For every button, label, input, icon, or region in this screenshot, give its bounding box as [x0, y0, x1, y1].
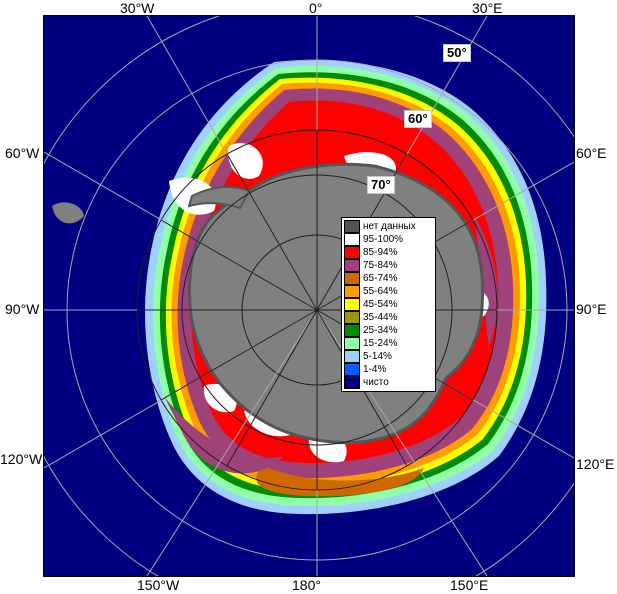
lon-label-0: 0° — [309, 0, 323, 16]
legend-item: 35-44% — [344, 311, 433, 324]
lat-label-60: 60° — [404, 110, 432, 128]
ice-purple-patch-west — [164, 396, 284, 474]
legend-label: 1-4% — [363, 364, 387, 375]
legend-swatch — [344, 350, 360, 363]
legend-swatch — [344, 220, 360, 233]
legend-swatch — [344, 298, 360, 311]
legend-label: 25-34% — [363, 325, 398, 336]
legend-item: нет данных — [344, 220, 433, 233]
legend-item: чисто — [344, 376, 433, 389]
legend-item: 85-94% — [344, 246, 433, 259]
south-america-tip — [52, 202, 84, 224]
legend-item: 45-54% — [344, 298, 433, 311]
lon-label-60e: 60°E — [576, 145, 607, 161]
legend-label: чисто — [363, 377, 389, 388]
legend-swatch — [344, 324, 360, 337]
lon-label-90e: 90°E — [576, 301, 607, 317]
legend-item: 15-24% — [344, 337, 433, 350]
ice-white-patch-2 — [228, 143, 263, 179]
legend-item: 1-4% — [344, 363, 433, 376]
lon-label-120e: 120°E — [576, 456, 615, 472]
lon-label-120w: 120°W — [0, 451, 43, 467]
legend-swatch — [344, 337, 360, 350]
legend-item: 25-34% — [344, 324, 433, 337]
legend-label: 45-54% — [363, 299, 398, 310]
legend-label: 5-14% — [363, 351, 392, 362]
legend-item: 55-64% — [344, 285, 433, 298]
legend-label: нет данных — [363, 221, 416, 232]
legend-label: 35-44% — [363, 312, 398, 323]
legend-item: 75-84% — [344, 259, 433, 272]
legend-item: 65-74% — [344, 272, 433, 285]
legend-swatch — [344, 311, 360, 324]
legend-swatch — [344, 285, 360, 298]
legend-label: 65-74% — [363, 273, 398, 284]
map-canvas — [44, 16, 574, 576]
sea-ice-map — [43, 15, 575, 577]
lon-label-90w: 90°W — [5, 301, 40, 317]
ice-purple-patch-east — [474, 216, 498, 346]
antarctic-peninsula — [187, 185, 251, 210]
legend-item: 5-14% — [344, 350, 433, 363]
lon-label-180: 180° — [292, 577, 321, 593]
legend-swatch — [344, 259, 360, 272]
legend-swatch — [344, 246, 360, 259]
legend-swatch — [344, 233, 360, 246]
legend-swatch — [344, 272, 360, 285]
legend-label: 15-24% — [363, 338, 398, 349]
legend-label: 55-64% — [363, 286, 398, 297]
lon-label-30e: 30°E — [472, 0, 503, 16]
legend-label: 95-100% — [363, 234, 404, 245]
legend-swatch — [344, 376, 360, 389]
lon-label-150w: 150°W — [137, 577, 180, 593]
legend-label: 75-84% — [363, 260, 398, 271]
lon-label-30w: 30°W — [120, 0, 155, 16]
lat-label-70: 70° — [367, 176, 395, 194]
legend-item: 95-100% — [344, 233, 433, 246]
lon-label-60w: 60°W — [5, 145, 40, 161]
lon-label-150e: 150°E — [450, 577, 489, 593]
lat-label-50: 50° — [443, 44, 471, 62]
legend-label: 85-94% — [363, 247, 398, 258]
legend-swatch — [344, 363, 360, 376]
concentration-legend: нет данных 95-100% 85-94% 75-84% 65-74% 55-64… — [341, 217, 436, 392]
